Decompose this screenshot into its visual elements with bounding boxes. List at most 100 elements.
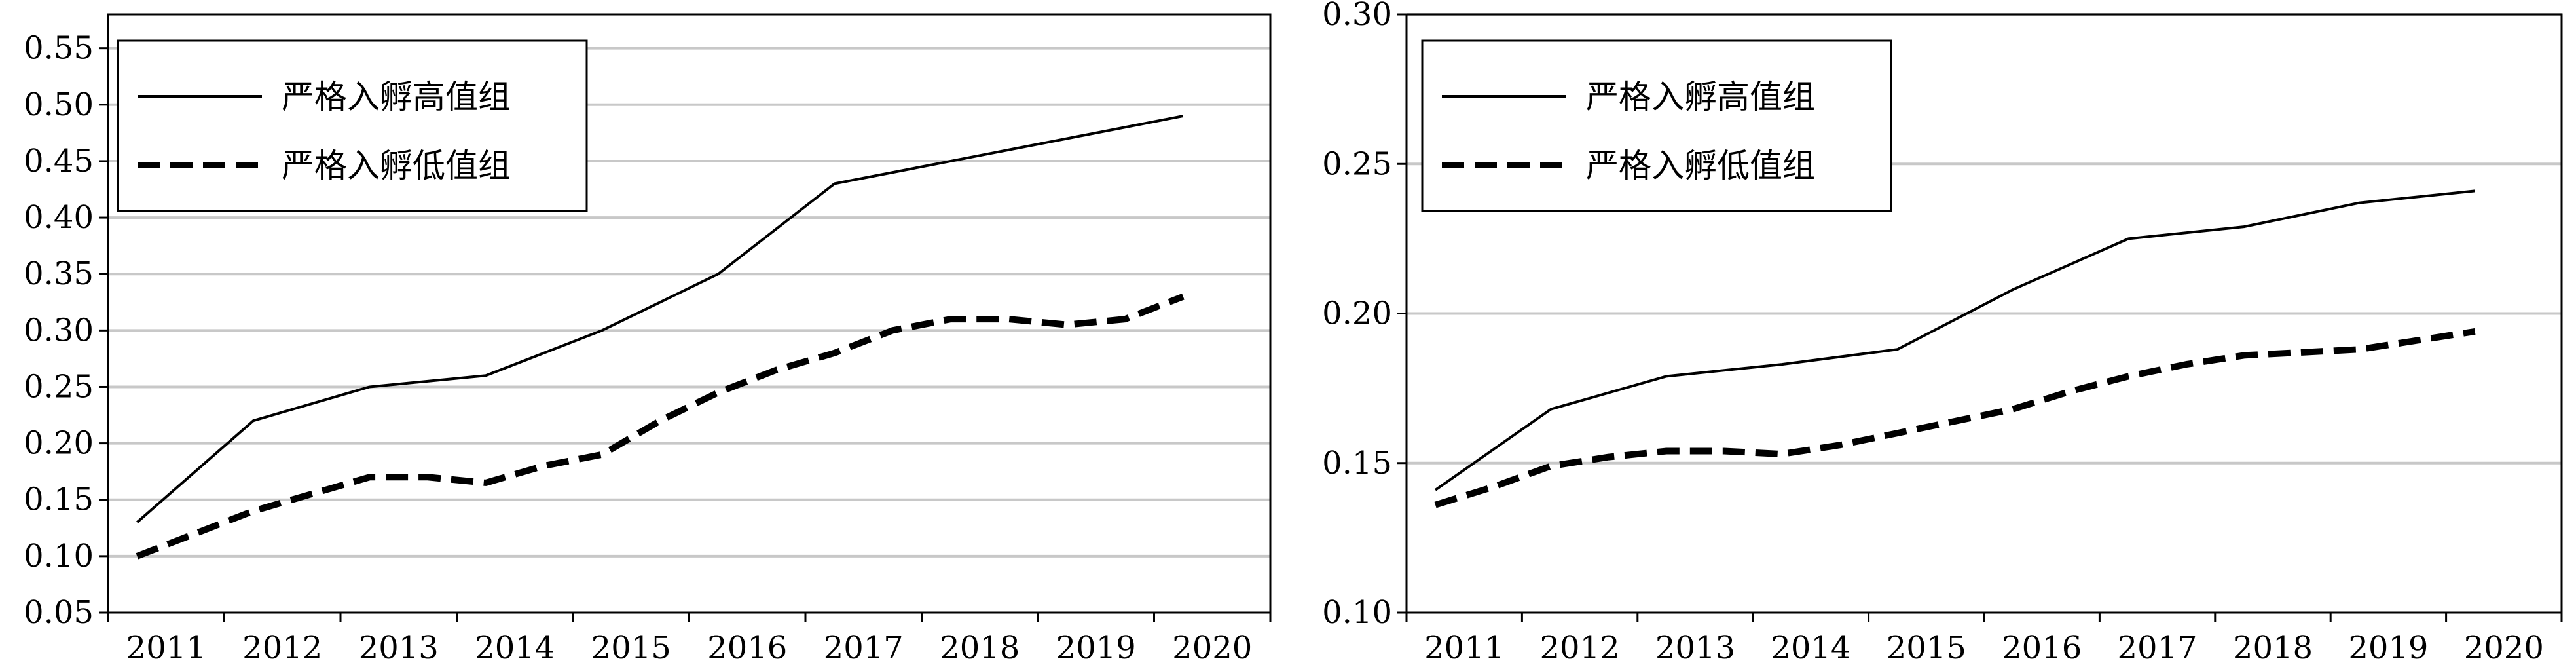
y-tick-label: 0.05 [24,594,94,631]
data-point [659,420,661,421]
data-point [253,510,254,512]
data-point [2243,226,2245,227]
y-tick-label: 0.55 [24,30,94,67]
data-point [2475,190,2476,191]
data-point [2128,375,2129,377]
data-point [2128,238,2129,239]
data-point [543,465,545,466]
y-tick-label: 0.45 [24,143,94,180]
data-point [1897,432,1898,434]
data-point [776,370,777,371]
data-point [1008,318,1010,320]
data-point [950,161,951,162]
data-point [1723,450,1725,451]
y-tick-label: 0.25 [1322,145,1392,182]
data-point [1955,421,1956,422]
data-point [2475,331,2476,332]
data-point [369,476,370,478]
data-point [2012,409,2014,410]
data-point [1781,453,1782,455]
x-tick-label: 2019 [2348,630,2428,665]
data-point [1551,409,1552,410]
data-point [369,386,370,387]
data-point [1124,318,1126,320]
x-tick-label: 2014 [475,630,555,665]
data-point [1608,457,1610,458]
data-point [485,375,487,376]
y-tick-label: 0.20 [24,425,94,462]
data-point [485,482,487,484]
data-point [1897,349,1898,350]
x-tick-label: 2013 [359,630,439,665]
chart-panel-1: 0.05 0.10 0.15 0.20 0.25 0.30 0.35 0.40 0.45 0.50… [24,13,1272,665]
x-tick-label: 2018 [940,630,1020,665]
legend-label: 严格入孵高值组 [1586,78,1815,116]
data-point [1781,364,1782,365]
x-tick-label: 2012 [1540,630,1620,665]
data-point [601,330,602,331]
data-point [1839,444,1841,446]
data-point [136,522,138,523]
legend-label: 严格入孵高值组 [282,78,511,116]
data-point [2359,349,2360,350]
data-point [950,318,951,320]
legend-box [117,39,588,212]
legend-label: 严格入孵低值组 [282,147,511,185]
data-point [834,183,835,184]
y-tick-label: 0.20 [1322,295,1392,332]
data-point [2243,354,2245,356]
x-tick-label: 2017 [2118,630,2198,665]
data-point [194,533,196,534]
series-line-high-value-group [136,115,1184,523]
legend-label: 严格入孵低值组 [1586,147,1815,185]
x-tick-label: 2020 [2464,630,2544,665]
data-point [1492,486,1494,487]
data-point [2301,352,2302,353]
x-tick-label: 2018 [2233,630,2313,665]
data-point [1551,465,1552,466]
y-tick-label: 0.10 [1322,594,1392,631]
data-point [2359,202,2360,204]
data-point [2070,390,2071,392]
y-tick-label: 0.15 [1322,445,1392,482]
data-point [1066,324,1067,326]
y-tick-label: 0.30 [24,312,94,349]
data-point [1066,138,1067,139]
legend-box [1421,39,1892,212]
data-point [253,420,254,421]
x-tick-label: 2016 [2002,630,2082,665]
y-tick-label: 0.30 [1322,0,1392,33]
x-tick-label: 2013 [1655,630,1735,665]
data-point [1183,115,1184,117]
x-tick-label: 2020 [1172,630,1252,665]
data-point [601,454,602,455]
series-line-low-value-group [136,293,1185,560]
x-tick-label: 2011 [126,630,206,665]
data-point [718,392,719,393]
data-point [1666,450,1667,451]
data-point [718,273,719,275]
y-tick-label: 0.10 [24,538,94,575]
x-tick-label: 2019 [1056,630,1136,665]
data-point [136,556,138,557]
y-tick-label: 0.50 [24,86,94,123]
chart-panel-2: 0.10 0.15 0.20 0.25 0.30 2011 2012 2013 2014 2015… [1322,0,2563,665]
x-tick-label: 2012 [242,630,322,665]
y-tick-label: 0.35 [24,256,94,292]
y-tick-label: 0.15 [24,482,94,518]
series-line-low-value-group [1434,328,2476,508]
series-line-high-value-group [1434,189,2475,491]
data-point [427,476,428,478]
x-tick-label: 2016 [707,630,787,665]
x-tick-label: 2015 [1886,630,1966,665]
data-point [1435,489,1436,491]
data-point [1183,296,1184,297]
y-tick-label: 0.25 [24,368,94,405]
y-tick-label: 0.40 [24,199,94,236]
data-point [2012,289,2014,290]
data-point [834,352,835,354]
data-point [892,330,893,331]
x-tick-label: 2011 [1424,630,1504,665]
data-point [2417,340,2418,341]
